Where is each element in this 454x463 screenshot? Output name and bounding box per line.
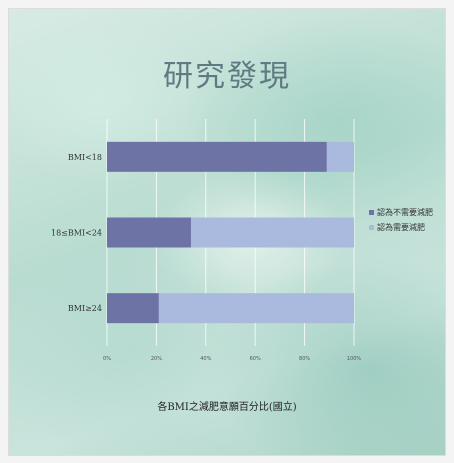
chart-x-ticks: 0% 20% 40% 60% 80% 100% (103, 356, 361, 362)
x-tick-label: 40% (200, 356, 211, 362)
x-tick-label: 20% (151, 356, 162, 362)
legend-swatch (369, 225, 374, 230)
presentation-slide: 研究發現 0% 20% 40% 60% 80% 100% BMI<18 18≤BMI<24 B… (8, 8, 446, 456)
x-tick-label: 80% (299, 356, 310, 362)
chart-category-labels: BMI<18 18≤BMI<24 BMI≥24 (51, 153, 102, 313)
chart-bars (107, 141, 354, 324)
bar-segment (190, 217, 354, 248)
stacked-bar-chart: 0% 20% 40% 60% 80% 100% BMI<18 18≤BMI<24 BMI≥24… (51, 119, 433, 362)
bar-segment (107, 293, 159, 324)
bar-segment (158, 293, 354, 324)
category-label: 18≤BMI<24 (51, 229, 102, 238)
legend-entry: 認為不需要減肥 (377, 207, 433, 217)
category-label: BMI≥24 (68, 304, 102, 313)
legend-entry: 認為需要減肥 (377, 222, 425, 232)
x-tick-label: 0% (103, 356, 111, 362)
slide-title: 研究發現 (163, 59, 291, 94)
bar-segment (107, 217, 191, 248)
bar-segment (107, 141, 327, 172)
x-tick-label: 100% (347, 356, 362, 362)
chart-x-axis-label: 各BMI之減肥意願百分比(國立) (157, 402, 297, 413)
x-tick-label: 60% (250, 356, 261, 362)
bar-segment (326, 141, 354, 172)
legend-swatch (369, 210, 374, 215)
category-label: BMI<18 (68, 153, 102, 162)
